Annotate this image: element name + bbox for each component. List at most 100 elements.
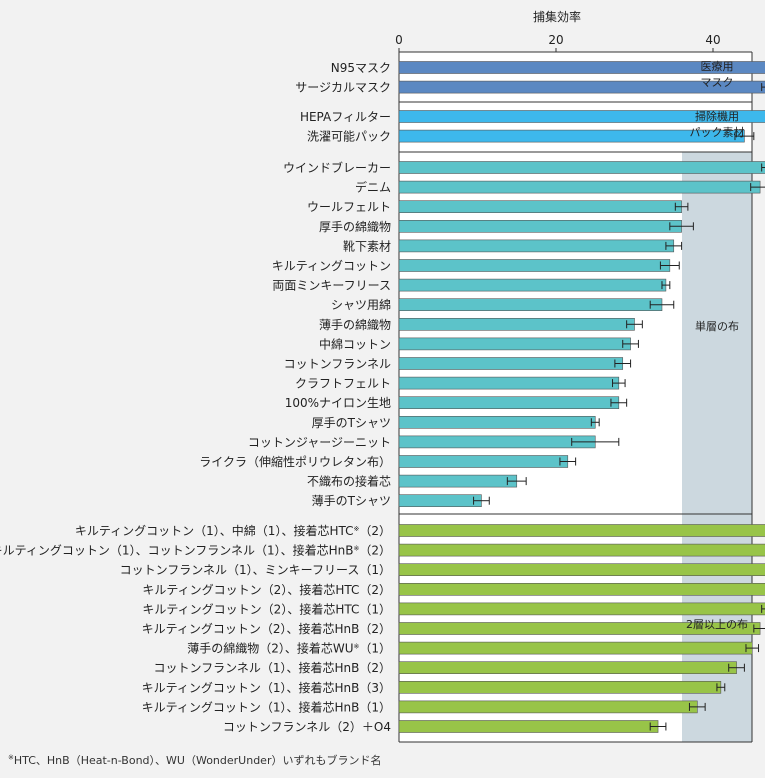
bar-label-g3-3: キルティングコットン（2）、接着芯HTC（2） [142, 582, 391, 597]
label-part: ウインドブレーカー [283, 160, 391, 175]
label-part: （2） [359, 544, 391, 558]
label-part: 100%ナイロン生地 [285, 396, 391, 410]
bar-label-g3-0: キルティングコットン（1）、中綿（1）、接着芯HTC※（2） [75, 523, 391, 538]
label-part: ライクラ（伸縮性ポリウレタン布） [199, 454, 391, 469]
bar-g2-16 [398, 474, 518, 488]
bar-g2-8 [398, 317, 635, 331]
bar-g0-1 [398, 80, 765, 94]
note-mark: ※ [353, 545, 359, 553]
bar-g2-1 [398, 180, 761, 194]
bar-label-g1-1: 洗濯可能パック [307, 130, 391, 144]
label-part: キルティングコットン（1）、コットンフランネル（1）、接着芯HnB [0, 543, 353, 558]
bar-label-g2-15: ライクラ（伸縮性ポリウレタン布） [199, 454, 391, 469]
label-part: 薄手の綿織物 [319, 317, 391, 332]
bar-label-g1-0: HEPAフィルター [300, 110, 391, 124]
label-part: コットンフランネル [284, 357, 391, 371]
bar-g3-10 [398, 720, 659, 733]
bar-label-g3-1: キルティングコットン（1）、コットンフランネル（1）、接着芯HnB※（2） [0, 543, 391, 558]
bar-g2-14 [398, 435, 596, 449]
bar-label-g3-7: コットンフランネル（1）、接着芯HnB（2） [153, 660, 391, 675]
bar-label-g2-2: ウールフェルト [307, 200, 391, 214]
bar-g1-0 [398, 110, 765, 123]
bar-g3-9 [398, 700, 698, 714]
label-part: キルティングコットン（2）、接着芯HTC（1） [142, 601, 391, 616]
group-label-2-0: 単層の布 [695, 319, 739, 333]
label-part: キルティングコットン（2）、接着芯HnB（2） [142, 621, 391, 636]
bar-label-g2-9: 中綿コットン [319, 336, 391, 351]
bar-label-g2-6: 両面ミンキーフリース [272, 279, 391, 293]
bar-g3-8 [398, 680, 722, 694]
bar-g2-15 [398, 455, 569, 468]
bar-g3-3 [398, 582, 765, 596]
label-part: 厚手の綿織物 [319, 220, 391, 234]
label-part: 中綿コットン [319, 336, 391, 351]
label-part: （2） [359, 524, 391, 538]
bar-g0-0 [398, 61, 765, 74]
label-part: クラフトフェルト [295, 377, 391, 391]
chart-title: 捕集効率 [533, 9, 581, 24]
bar-label-g3-8: キルティングコットン（1）、接着芯HnB（3） [142, 680, 391, 695]
label-part: 薄手のTシャツ [312, 493, 391, 508]
bar-label-g2-16: 不織布の接着芯 [307, 474, 391, 489]
bar-label-g2-5: キルティングコットン [272, 259, 391, 273]
tick-label-20: 20 [548, 33, 563, 47]
label-part: キルティングコットン（1）、中綿（1）、接着芯HTC [75, 523, 354, 538]
group-label-0-0: 医療用 [701, 59, 734, 73]
label-part: キルティングコットン（2）、接着芯HTC（2） [142, 582, 391, 597]
bar-label-g2-4: 靴下素材 [343, 239, 391, 253]
bar-g2-3 [398, 220, 682, 233]
bar-g2-2 [398, 200, 682, 213]
footnote-text: HTC、HnB（Heat-n-Bond）、WU（WonderUnder）いずれも… [13, 754, 382, 767]
bar-label-g2-17: 薄手のTシャツ [312, 493, 391, 508]
label-part: シャツ用綿 [331, 298, 391, 312]
bar-label-g3-5: キルティングコットン（2）、接着芯HnB（2） [142, 621, 391, 636]
bar-g2-0 [398, 161, 765, 174]
bar-label-g2-11: クラフトフェルト [295, 377, 391, 391]
bar-g2-12 [398, 396, 620, 410]
bar-g3-4 [398, 602, 765, 616]
note-mark: ※ [353, 643, 359, 651]
bar-label-g2-14: コットンジャージーニット [248, 435, 391, 449]
bar-label-g0-1: サージカルマスク [295, 81, 391, 95]
bar-label-g0-0: N95マスク [331, 61, 391, 75]
bar-g2-6 [398, 278, 667, 292]
bar-g2-5 [398, 259, 671, 272]
label-part: HEPAフィルター [300, 110, 391, 124]
bar-g3-1 [398, 543, 765, 557]
label-part: 洗濯可能パック [307, 130, 391, 144]
bar-g3-6 [398, 641, 753, 655]
footnote-mark: ※ [8, 753, 14, 762]
footnote: ※HTC、HnB（Heat-n-Bond）、WU（WonderUnder）いずれ… [8, 752, 381, 768]
bar-g2-11 [398, 376, 620, 390]
bar-g3-2 [398, 563, 765, 577]
label-part: 両面ミンキーフリース [272, 279, 391, 293]
bar-label-g2-12: 100%ナイロン生地 [285, 396, 391, 410]
label-part: 薄手の綿織物（2）、接着芯WU [187, 641, 353, 656]
bar-g3-7 [398, 661, 737, 675]
bar-label-g3-6: 薄手の綿織物（2）、接着芯WU※（1） [187, 641, 391, 656]
bar-g2-17 [398, 494, 482, 508]
bar-g2-10 [398, 357, 624, 370]
label-part: （1） [359, 642, 391, 656]
label-part: コットンフランネル（2）＋O4 [223, 720, 391, 734]
label-part: コットンフランネル（1）、ミンキーフリース（1） [120, 563, 391, 577]
bar-label-g2-10: コットンフランネル [284, 357, 391, 371]
bar-label-g3-9: キルティングコットン（1）、接着芯HnB（1） [142, 699, 391, 714]
label-part: キルティングコットン [272, 259, 391, 273]
bar-label-g2-8: 薄手の綿織物 [319, 317, 391, 332]
bar-label-g3-10: コットンフランネル（2）＋O4 [223, 720, 391, 734]
bar-g2-7 [398, 298, 663, 312]
label-part: コットンフランネル（1）、接着芯HnB（2） [153, 660, 391, 675]
group-label-3-0: 2層以上の布 [686, 618, 748, 631]
label-part: N95マスク [331, 61, 391, 75]
chart: 捕集効率020406080（%）N95マスクサージカルマスクHEPAフィルター洗… [0, 9, 765, 743]
label-part: キルティングコットン（1）、接着芯HnB（1） [142, 699, 391, 714]
bar-g3-0 [398, 524, 765, 537]
label-part: ウールフェルト [307, 200, 391, 214]
label-part: 不織布の接着芯 [307, 474, 391, 489]
bar-label-g2-0: ウインドブレーカー [283, 160, 391, 175]
bar-g2-13 [398, 415, 596, 429]
bar-label-g2-3: 厚手の綿織物 [319, 220, 391, 234]
label-part: コットンジャージーニット [248, 435, 391, 449]
label-part: デニム [355, 180, 391, 195]
